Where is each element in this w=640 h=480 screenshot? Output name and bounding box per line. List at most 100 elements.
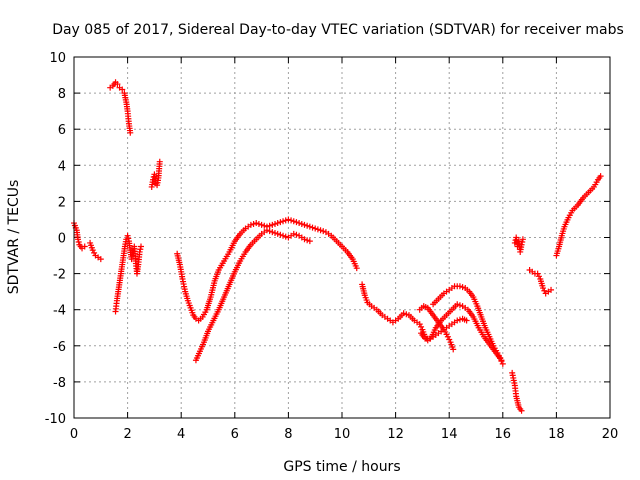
data-point (285, 216, 292, 223)
y-tick-label: -6 (53, 340, 66, 355)
data-point (403, 311, 410, 318)
data-point (75, 239, 82, 246)
y-tick-label: -10 (45, 412, 66, 427)
data-point (296, 220, 303, 227)
data-point (280, 232, 287, 239)
data-point (498, 357, 505, 364)
data-point (454, 301, 461, 308)
x-tick-label: 14 (441, 427, 458, 442)
data-point (288, 217, 295, 224)
grid (74, 57, 610, 418)
data-point (266, 222, 273, 229)
x-tick-label: 16 (495, 427, 512, 442)
y-tick-label: 0 (58, 232, 66, 247)
data-point (91, 249, 98, 256)
data-point (263, 227, 270, 234)
chart-title: Day 085 of 2017, Sidereal Day-to-day VTE… (52, 22, 624, 38)
y-tick-label: 6 (58, 123, 66, 138)
data-point (293, 219, 300, 226)
data-point (304, 237, 311, 244)
data-point (548, 286, 555, 293)
data-point (541, 287, 548, 294)
data-point (125, 235, 132, 242)
data-points (71, 79, 604, 414)
data-point (114, 81, 121, 88)
plot-frame (73, 56, 611, 419)
data-point (301, 236, 308, 243)
y-tick-label: 2 (58, 195, 66, 210)
data-point (456, 283, 463, 290)
data-point (320, 228, 327, 235)
data-point (277, 231, 284, 238)
data-point (156, 158, 163, 165)
data-point (127, 129, 134, 136)
data-point (269, 221, 276, 228)
data-point (312, 225, 319, 232)
y-tick-label: -8 (53, 376, 66, 391)
data-point (290, 230, 297, 237)
data-point (353, 265, 360, 272)
data-point (277, 219, 284, 226)
data-point (247, 221, 254, 228)
data-point (89, 247, 96, 254)
data-point (81, 243, 88, 250)
data-point (519, 236, 526, 243)
data-point (519, 239, 526, 246)
data-point (293, 231, 300, 238)
data-point (540, 285, 546, 292)
data-point (282, 233, 289, 240)
data-point (597, 173, 604, 180)
data-point (274, 230, 281, 237)
x-tick-label: 12 (387, 427, 404, 442)
y-tick-labels: -10 -8 -6 -4 -2 0 2 4 6 8 10 (45, 51, 66, 427)
data-point (534, 270, 541, 277)
x-tick-label: 10 (334, 427, 351, 442)
y-tick-label: 8 (58, 87, 66, 102)
x-tick-label: 20 (602, 427, 619, 442)
data-point (272, 220, 278, 227)
data-point (298, 220, 305, 227)
data-point (282, 217, 289, 224)
y-tick-label: -4 (53, 304, 66, 319)
y-tick-label: -2 (53, 268, 66, 283)
data-point (75, 236, 82, 243)
x-tick-labels: 0 2 4 6 8 10 12 14 16 18 20 (70, 427, 618, 442)
data-point (499, 360, 506, 367)
data-point (128, 256, 135, 263)
data-point (418, 323, 425, 330)
data-point (444, 333, 451, 340)
data-point (124, 232, 131, 239)
x-tick-label: 2 (123, 427, 131, 442)
data-point (518, 241, 525, 248)
data-point (119, 86, 126, 93)
data-point (454, 317, 461, 324)
data-point (306, 223, 313, 230)
data-point (97, 256, 104, 263)
x-tick-label: 8 (284, 427, 292, 442)
data-point (138, 243, 144, 250)
data-point (136, 248, 143, 255)
data-point (416, 321, 423, 328)
y-tick-label: 10 (49, 51, 66, 66)
data-point (253, 220, 260, 227)
data-point (306, 238, 313, 245)
data-point (250, 220, 257, 227)
data-point (463, 317, 470, 324)
data-point (450, 346, 457, 353)
data-point (304, 222, 311, 229)
data-point (456, 302, 463, 309)
data-point (446, 336, 453, 343)
data-point (255, 220, 262, 227)
data-point (272, 229, 278, 236)
x-tick-label: 6 (231, 427, 239, 442)
data-point (535, 273, 542, 280)
data-point (317, 227, 324, 234)
x-tick-label: 4 (177, 427, 185, 442)
data-point (137, 246, 144, 253)
data-point (400, 310, 407, 317)
x-tick-label: 0 (70, 427, 78, 442)
x-axis-label: GPS time / hours (283, 459, 400, 475)
data-point (274, 220, 281, 227)
data-point (459, 284, 466, 291)
